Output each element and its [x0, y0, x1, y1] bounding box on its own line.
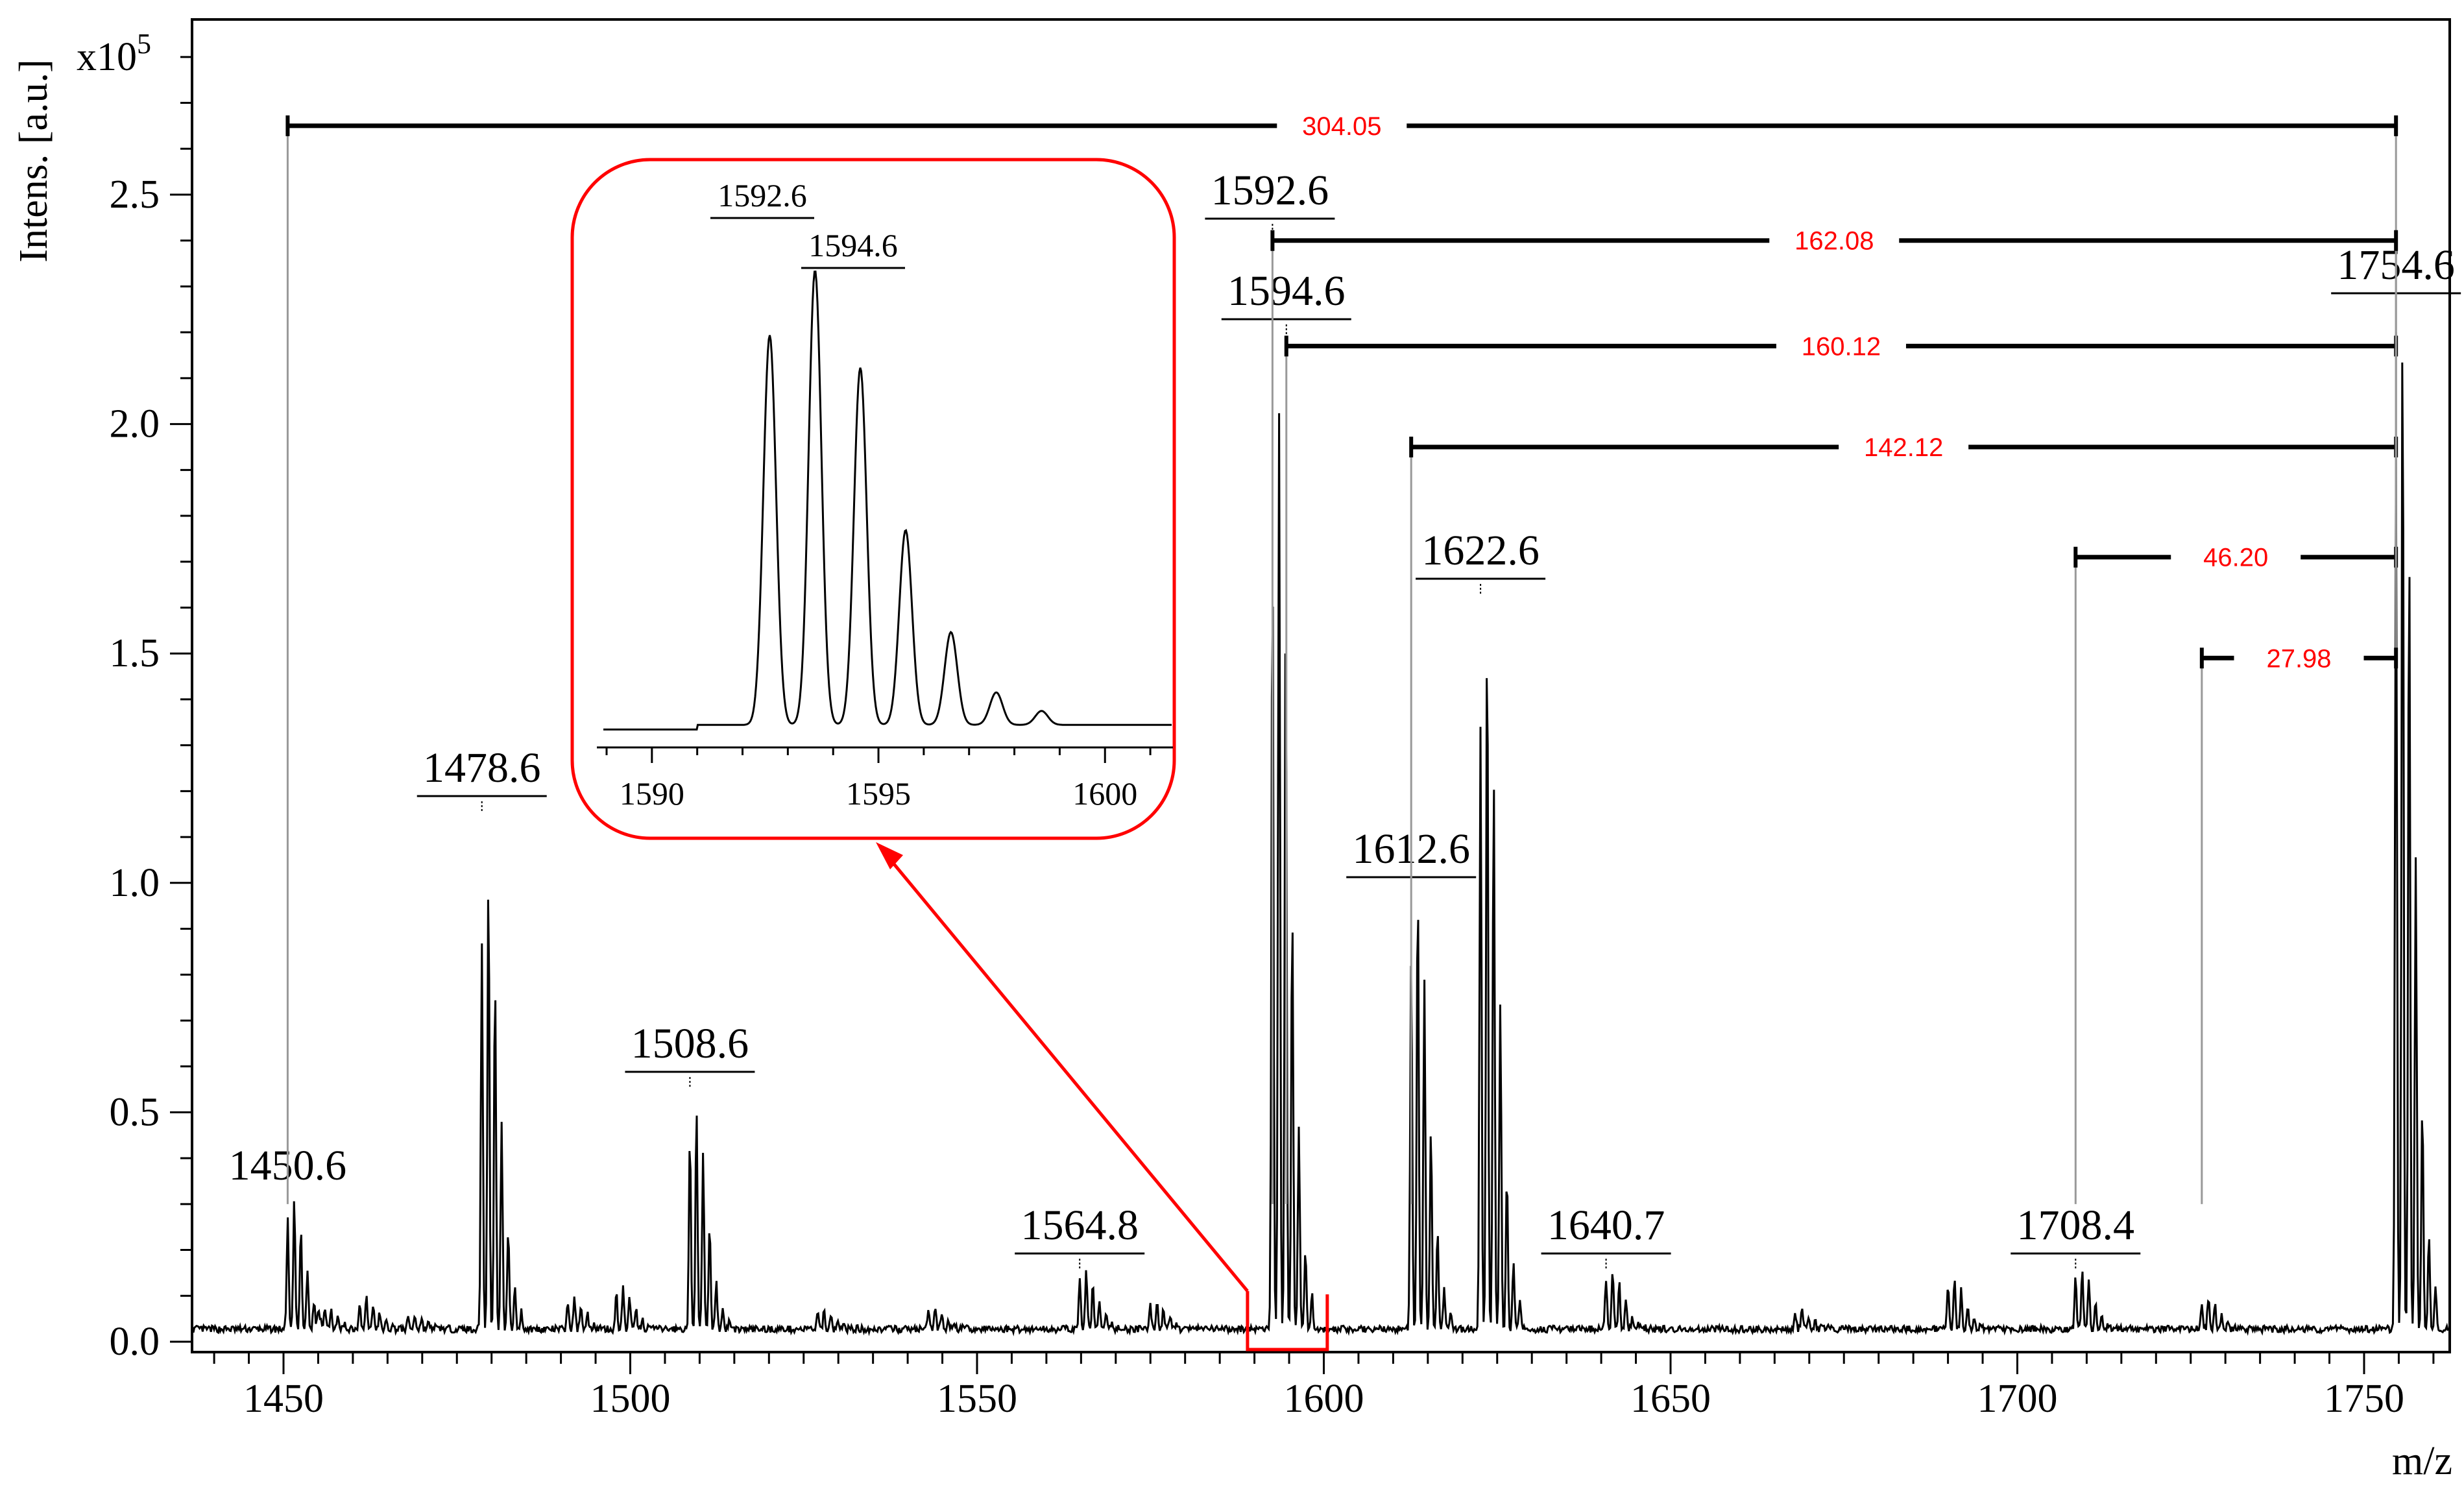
x-tick-label: 1650 [1630, 1377, 1711, 1421]
zoom-arrow-line [881, 849, 1249, 1292]
x-tick-label: 1550 [937, 1377, 1017, 1421]
y-tick-label: 2.5 [110, 173, 160, 217]
spectrum-line [192, 362, 2449, 1337]
inset-peak-label: 1594.6 [808, 227, 898, 263]
x-axis-label: m/z [2392, 1439, 2452, 1483]
x-tick-label: 1500 [590, 1377, 671, 1421]
zoom-indicator [876, 842, 1329, 1351]
y-multiplier-base: x10 [77, 35, 137, 79]
x-tick-label: 1450 [243, 1377, 324, 1421]
peak-label: 1622.6 [1421, 527, 1540, 574]
y-axis: 0.0 0.5 1.0 1.5 2.0 2.5 [110, 56, 192, 1364]
zoom-bracket [1246, 1291, 1329, 1351]
peak-labels: 1450.61478.61508.61564.81592.61594.61612… [229, 167, 2461, 1270]
x-tick-label: 1700 [1977, 1377, 2058, 1421]
diff-label: 304.05 [1302, 112, 1381, 141]
peak-label: 1594.6 [1227, 267, 1346, 315]
peak-label: 1508.6 [631, 1020, 749, 1067]
y-tick-label: 0.0 [110, 1320, 160, 1364]
peak-label: 1564.8 [1021, 1202, 1139, 1249]
inset-peak-label: 1592.6 [718, 177, 807, 213]
x-tick-label: 1750 [2324, 1377, 2404, 1421]
inset-tick-label: 1600 [1072, 775, 1137, 812]
peak-label: 1478.6 [423, 744, 541, 792]
y-multiplier-exponent: 5 [137, 28, 151, 60]
y-multiplier-label: x105 [77, 28, 151, 79]
zoom-arrow-head [876, 842, 903, 869]
mass-difference-annotations: 304.05 162.08 160.12 142.12 46.20 27.98 [285, 112, 2398, 1204]
inset-spectrum-line [603, 271, 1172, 731]
y-axis-label: Intens. [a.u.] [12, 59, 56, 262]
diff-label: 162.08 [1794, 227, 1874, 256]
plot-frame [191, 18, 2451, 1353]
peak-label: 1640.7 [1547, 1202, 1665, 1249]
peak-label: 1708.4 [2017, 1202, 2135, 1249]
y-tick-label: 2.0 [110, 402, 160, 446]
diff-label: 46.20 [2203, 544, 2268, 572]
y-tick-label: 1.0 [110, 861, 160, 905]
spectrum-series [192, 362, 2449, 1337]
y-tick-label: 1.5 [110, 631, 160, 675]
y-tick-label: 0.5 [110, 1090, 160, 1134]
peak-label: 1592.6 [1211, 167, 1329, 214]
x-axis: 1450 1500 1550 1600 1650 1700 1750 [213, 1352, 2435, 1421]
inset-tick-label: 1590 [620, 775, 684, 812]
diff-label: 27.98 [2266, 644, 2331, 673]
diff-label: 160.12 [1802, 332, 1881, 361]
inset-frame [570, 158, 1176, 840]
x-tick-label: 1600 [1284, 1377, 1364, 1421]
diff-label: 142.12 [1864, 433, 1943, 462]
inset-tick-label: 1595 [846, 775, 911, 812]
